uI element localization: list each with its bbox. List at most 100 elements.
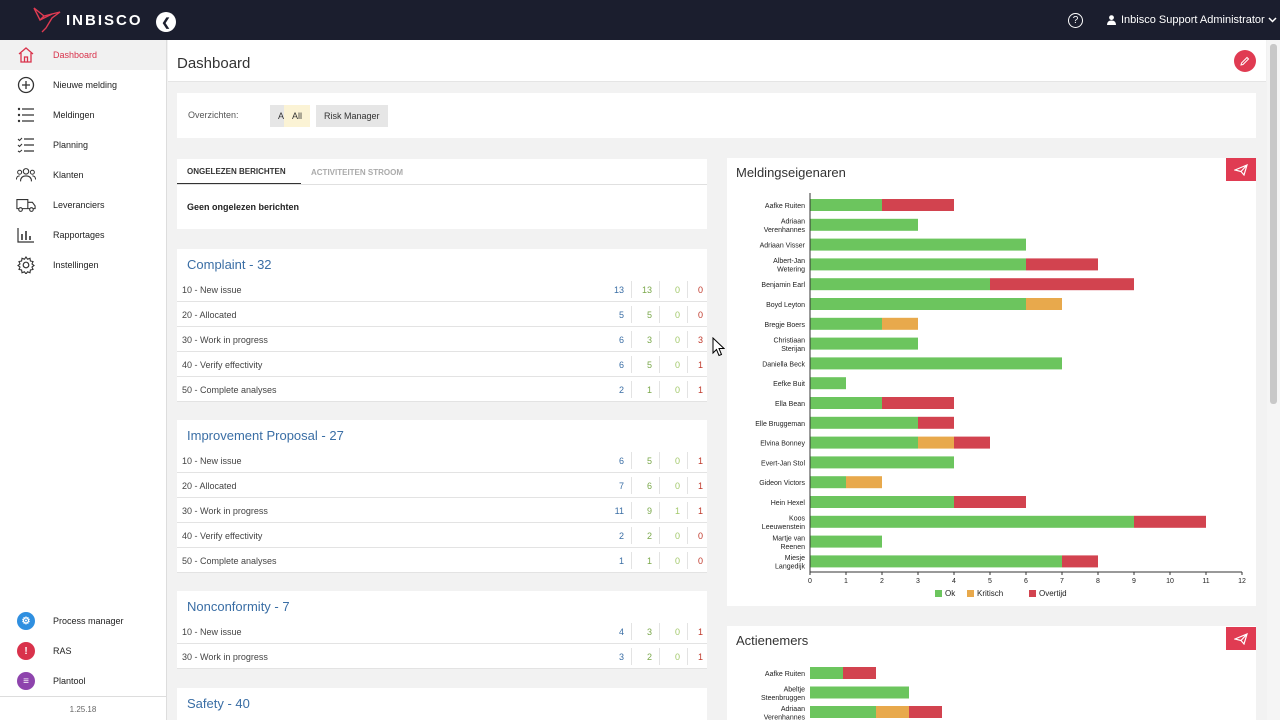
brand-logo[interactable]: INBISCO xyxy=(32,6,143,34)
status-count[interactable]: 9 xyxy=(646,506,652,516)
sidebar-item-klanten[interactable]: Klanten xyxy=(0,160,166,190)
x-tick-label: 6 xyxy=(1024,578,1028,585)
bar-chart-icon xyxy=(16,225,36,245)
status-count[interactable]: 3 xyxy=(618,652,624,662)
status-count[interactable]: 1 xyxy=(697,456,703,466)
sidebar-item-leveranciers[interactable]: Leveranciers xyxy=(0,190,166,220)
status-count[interactable]: 5 xyxy=(646,360,652,370)
sidebar-item-meldingen[interactable]: Meldingen xyxy=(0,100,166,130)
category-card: Nonconformity - 7 10 - New issue 4 3 0 1 30 - … xyxy=(177,591,707,669)
column-separator xyxy=(631,623,632,640)
status-count[interactable]: 1 xyxy=(697,481,703,491)
status-count[interactable]: 0 xyxy=(674,481,680,491)
status-count[interactable]: 2 xyxy=(646,652,652,662)
status-count[interactable]: 0 xyxy=(674,285,680,295)
status-count[interactable]: 3 xyxy=(646,627,652,637)
sidebar-item-plantool[interactable]: ≡ Plantool xyxy=(0,666,166,696)
status-count[interactable]: 1 xyxy=(697,385,703,395)
tab-activity-stream[interactable]: ACTIVITEITEN STROOM xyxy=(311,167,403,177)
status-count[interactable]: 2 xyxy=(646,531,652,541)
status-count[interactable]: 5 xyxy=(646,456,652,466)
status-count[interactable]: 1 xyxy=(697,627,703,637)
status-count[interactable]: 3 xyxy=(697,335,703,345)
scrollbar-thumb[interactable] xyxy=(1270,44,1277,404)
sidebar-item-process-manager[interactable]: ⚙ Process manager xyxy=(0,606,166,636)
sidebar-item-ras[interactable]: ! RAS xyxy=(0,636,166,666)
filter-label: Overzichten: xyxy=(188,110,239,120)
status-row[interactable]: 50 - Complete analyses 1 1 0 0 xyxy=(177,548,707,573)
status-count[interactable]: 0 xyxy=(674,360,680,370)
sidebar-item-rapportages[interactable]: Rapportages xyxy=(0,220,166,250)
category-title[interactable]: Nonconformity - 7 xyxy=(187,599,290,614)
collapse-sidebar-button[interactable]: ❮ xyxy=(156,12,176,32)
status-row[interactable]: 10 - New issue 6 5 0 1 xyxy=(177,448,707,473)
y-axis-label: Benjamin Earl xyxy=(761,282,805,289)
status-count[interactable]: 0 xyxy=(674,531,680,541)
status-count[interactable]: 0 xyxy=(697,531,703,541)
category-title[interactable]: Complaint - 32 xyxy=(187,257,272,272)
status-row[interactable]: 30 - Work in progress 3 2 0 1 xyxy=(177,644,707,669)
status-count[interactable]: 0 xyxy=(674,385,680,395)
user-menu[interactable]: Inbisco Support Administrator xyxy=(1107,14,1277,26)
overview-filter-bar: Overzichten: Alles All Risk Manager xyxy=(177,93,1256,138)
sidebar-item-instellingen[interactable]: Instellingen xyxy=(0,250,166,280)
status-count[interactable]: 1 xyxy=(697,506,703,516)
status-count[interactable]: 3 xyxy=(646,335,652,345)
status-count[interactable]: 0 xyxy=(674,310,680,320)
status-count[interactable]: 0 xyxy=(674,652,680,662)
status-count[interactable]: 6 xyxy=(618,456,624,466)
status-count[interactable]: 0 xyxy=(697,556,703,566)
status-row[interactable]: 30 - Work in progress 6 3 0 3 xyxy=(177,327,707,352)
sidebar-item-planning[interactable]: Planning xyxy=(0,130,166,160)
status-count[interactable]: 7 xyxy=(618,481,624,491)
status-count[interactable]: 6 xyxy=(618,335,624,345)
bar-segment-kritisch xyxy=(876,706,909,718)
category-title[interactable]: Safety - 40 xyxy=(187,696,250,711)
status-count[interactable]: 0 xyxy=(674,556,680,566)
status-count[interactable]: 13 xyxy=(641,285,652,295)
status-row[interactable]: 20 - Allocated 7 6 0 1 xyxy=(177,473,707,498)
status-count[interactable]: 6 xyxy=(618,360,624,370)
status-count[interactable]: 0 xyxy=(697,285,703,295)
status-count[interactable]: 0 xyxy=(674,335,680,345)
tab-unread-messages[interactable]: ONGELEZEN BERICHTEN xyxy=(177,159,301,185)
status-count[interactable]: 0 xyxy=(674,456,680,466)
category-title[interactable]: Improvement Proposal - 27 xyxy=(187,428,344,443)
status-count[interactable]: 1 xyxy=(618,556,624,566)
status-count[interactable]: 2 xyxy=(618,531,624,541)
status-count[interactable]: 11 xyxy=(614,506,624,516)
edit-dashboard-button[interactable] xyxy=(1234,50,1256,72)
y-axis-label: Steenbruggen xyxy=(761,695,805,702)
filter-chip-risk-manager[interactable]: Risk Manager xyxy=(316,105,388,127)
status-row[interactable]: 10 - New issue 13 13 0 0 xyxy=(177,277,707,302)
status-count[interactable]: 5 xyxy=(646,310,652,320)
status-count[interactable]: 0 xyxy=(697,310,703,320)
status-count[interactable]: 0 xyxy=(674,627,680,637)
bar-segment-ok xyxy=(810,199,882,211)
status-count[interactable]: 1 xyxy=(646,385,652,395)
page-scrollbar[interactable] xyxy=(1267,40,1280,720)
status-row[interactable]: 40 - Verify effectivity 6 5 0 1 xyxy=(177,352,707,377)
help-icon[interactable]: ? xyxy=(1068,13,1083,28)
status-count[interactable]: 1 xyxy=(697,360,703,370)
sidebar-item-dashboard[interactable]: Dashboard xyxy=(0,40,166,70)
status-count[interactable]: 13 xyxy=(613,285,624,295)
column-separator xyxy=(687,281,688,298)
status-row[interactable]: 20 - Allocated 5 5 0 0 xyxy=(177,302,707,327)
filter-chip-all[interactable]: All xyxy=(284,105,311,127)
status-count[interactable]: 1 xyxy=(697,652,703,662)
status-count[interactable]: 1 xyxy=(674,506,680,516)
status-count[interactable]: 6 xyxy=(646,481,652,491)
status-count[interactable]: 2 xyxy=(618,385,624,395)
status-count[interactable]: 5 xyxy=(618,310,624,320)
status-row[interactable]: 50 - Complete analyses 2 1 0 1 xyxy=(177,377,707,402)
y-axis-label: Evert-Jan Stol xyxy=(761,460,805,467)
send-report-button[interactable] xyxy=(1226,627,1256,650)
status-count[interactable]: 1 xyxy=(646,556,652,566)
send-report-button[interactable] xyxy=(1226,158,1256,181)
sidebar-item-nieuwe-melding[interactable]: Nieuwe melding xyxy=(0,70,166,100)
status-row[interactable]: 10 - New issue 4 3 0 1 xyxy=(177,619,707,644)
status-row[interactable]: 40 - Verify effectivity 2 2 0 0 xyxy=(177,523,707,548)
status-row[interactable]: 30 - Work in progress 11 9 1 1 xyxy=(177,498,707,523)
status-count[interactable]: 4 xyxy=(618,627,624,637)
